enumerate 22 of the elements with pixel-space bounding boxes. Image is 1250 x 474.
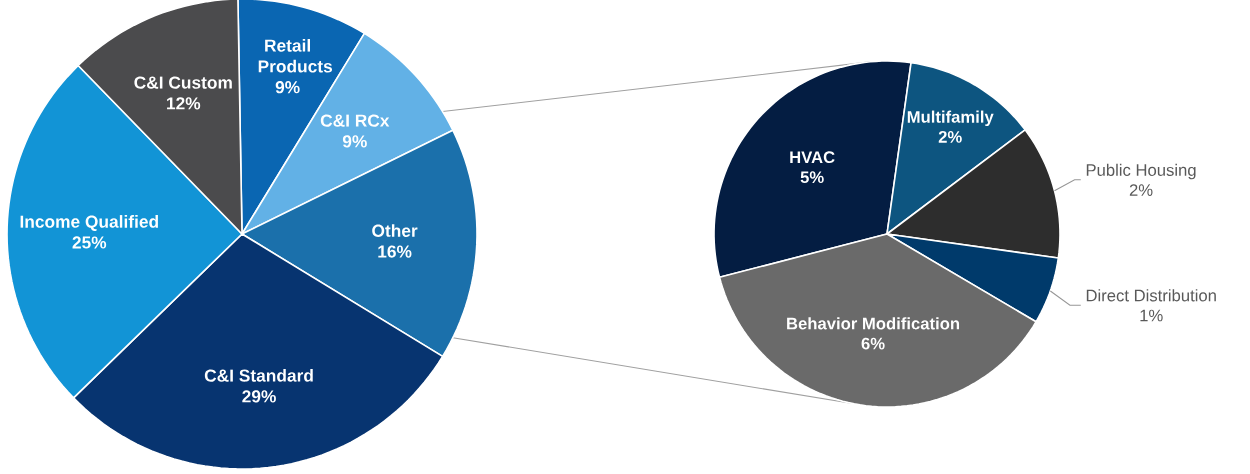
slice-label: C&I Standard [204,369,313,382]
data-label: 25% [72,236,107,249]
slice-label: Retail Products [258,39,333,73]
data-label: 2% [938,131,962,143]
data-label: 2% [1129,184,1153,196]
data-label: 1% [1140,309,1163,322]
slice-label: C&I RCx [320,114,390,127]
slice-label: Direct Distribution [1086,289,1216,302]
data-label: 5% [800,171,824,184]
slice-label: C&I Custom [134,76,232,89]
data-label: 16% [378,245,412,258]
slice-label: Other [372,224,418,237]
data-label: 9% [275,81,300,94]
slice-label: Multifamily [907,110,994,127]
data-label: 12% [167,97,201,110]
slice-label: HVAC [790,151,835,164]
data-label: 6% [861,337,885,350]
slice-label: Behavior Modification [787,317,960,330]
slice-label: Income Qualified [20,215,158,232]
data-label: 29% [242,390,276,403]
data-label: 9% [342,135,367,148]
slice-label: Public Housing [1086,163,1196,180]
